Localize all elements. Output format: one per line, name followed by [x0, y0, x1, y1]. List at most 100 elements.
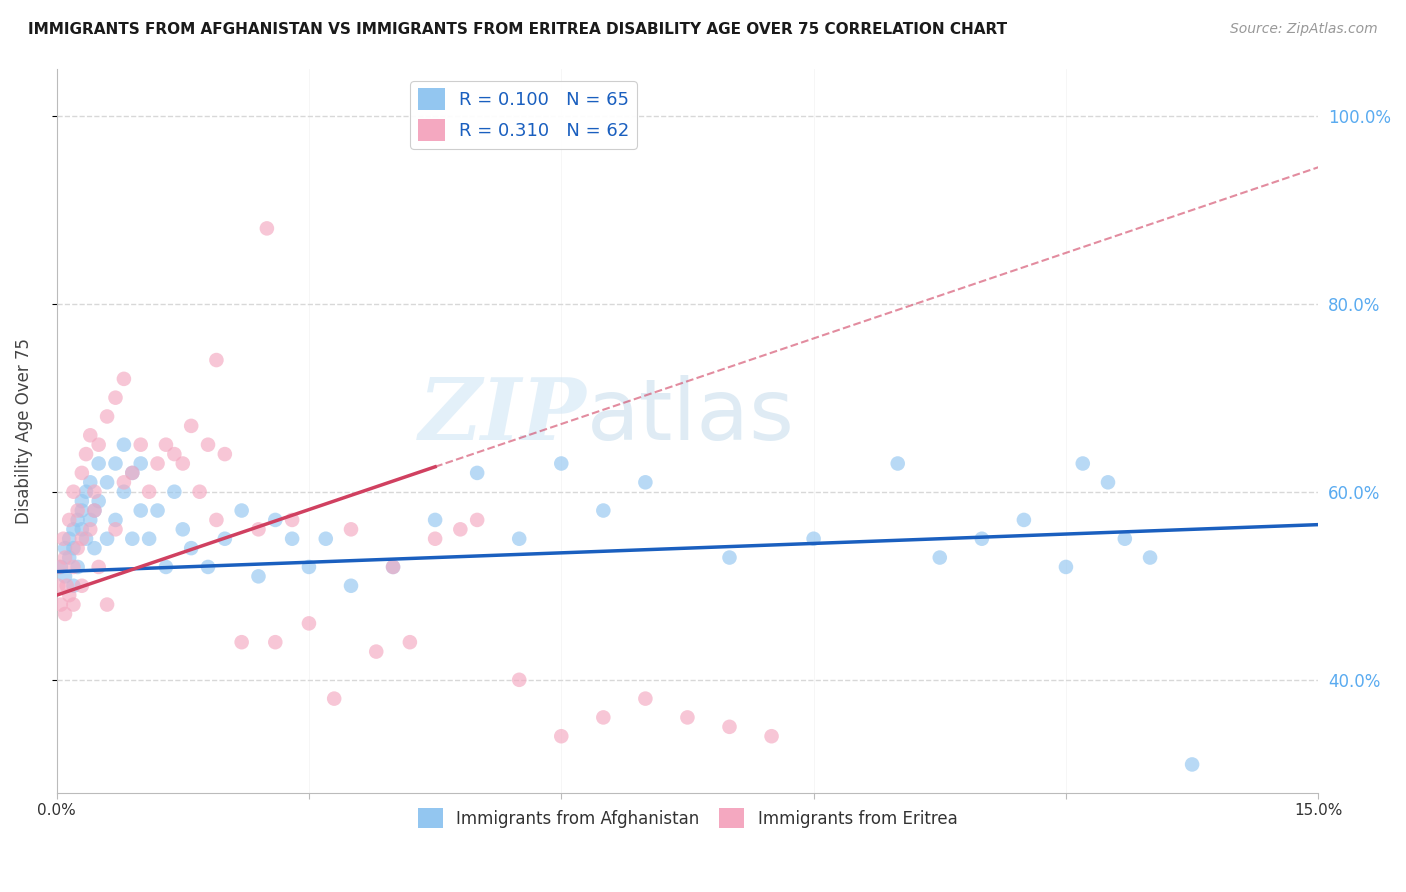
Point — [58, 588, 80, 602]
Point — [1054, 560, 1077, 574]
Point — [53, 607, 76, 621]
Point — [121, 532, 143, 546]
Point — [970, 532, 993, 546]
Point — [66, 513, 89, 527]
Point — [180, 418, 202, 433]
Point — [465, 513, 488, 527]
Point — [315, 532, 337, 546]
Point — [104, 457, 127, 471]
Point — [465, 466, 488, 480]
Point — [129, 503, 152, 517]
Point — [104, 522, 127, 536]
Point — [423, 513, 446, 527]
Point — [58, 513, 80, 527]
Point — [112, 484, 135, 499]
Point — [79, 522, 101, 536]
Point — [48, 560, 70, 574]
Point — [1097, 475, 1119, 490]
Point — [121, 466, 143, 480]
Point — [66, 503, 89, 517]
Point — [155, 438, 177, 452]
Point — [96, 598, 118, 612]
Point — [112, 372, 135, 386]
Text: ZIP: ZIP — [419, 375, 586, 458]
Point — [214, 532, 236, 546]
Point — [366, 644, 388, 658]
Point — [146, 503, 169, 517]
Point — [75, 484, 97, 499]
Point — [382, 560, 405, 574]
Point — [146, 457, 169, 471]
Point — [87, 438, 110, 452]
Point — [87, 457, 110, 471]
Point — [508, 673, 530, 687]
Point — [87, 560, 110, 574]
Point — [129, 438, 152, 452]
Point — [49, 598, 72, 612]
Point — [83, 541, 105, 556]
Point — [180, 541, 202, 556]
Point — [62, 484, 84, 499]
Point — [79, 513, 101, 527]
Point — [75, 532, 97, 546]
Point — [172, 457, 194, 471]
Point — [264, 513, 287, 527]
Point — [155, 560, 177, 574]
Point — [281, 532, 304, 546]
Point — [247, 522, 270, 536]
Point — [592, 503, 614, 517]
Point — [1181, 757, 1204, 772]
Point — [340, 522, 363, 536]
Point — [70, 532, 93, 546]
Point — [70, 466, 93, 480]
Point — [761, 729, 783, 743]
Point — [66, 541, 89, 556]
Point — [634, 691, 657, 706]
Point — [62, 579, 84, 593]
Point — [53, 569, 76, 583]
Point — [62, 598, 84, 612]
Point — [197, 438, 219, 452]
Point — [83, 503, 105, 517]
Point — [550, 457, 572, 471]
Y-axis label: Disability Age Over 75: Disability Age Over 75 — [15, 337, 32, 524]
Point — [70, 579, 93, 593]
Point — [205, 353, 228, 368]
Point — [188, 484, 211, 499]
Point — [231, 635, 253, 649]
Point — [46, 579, 69, 593]
Point — [55, 579, 77, 593]
Point — [58, 532, 80, 546]
Point — [70, 494, 93, 508]
Point — [298, 560, 321, 574]
Point — [281, 513, 304, 527]
Point — [550, 729, 572, 743]
Point — [52, 532, 75, 546]
Point — [634, 475, 657, 490]
Point — [112, 438, 135, 452]
Point — [138, 484, 160, 499]
Point — [79, 428, 101, 442]
Point — [138, 532, 160, 546]
Point — [382, 560, 405, 574]
Point — [96, 532, 118, 546]
Point — [172, 522, 194, 536]
Point — [298, 616, 321, 631]
Point — [79, 475, 101, 490]
Point — [205, 513, 228, 527]
Point — [247, 569, 270, 583]
Legend: Immigrants from Afghanistan, Immigrants from Eritrea: Immigrants from Afghanistan, Immigrants … — [411, 801, 965, 835]
Point — [264, 635, 287, 649]
Text: Source: ZipAtlas.com: Source: ZipAtlas.com — [1230, 22, 1378, 37]
Point — [62, 522, 84, 536]
Point — [121, 466, 143, 480]
Point — [87, 494, 110, 508]
Point — [58, 550, 80, 565]
Point — [1012, 513, 1035, 527]
Point — [231, 503, 253, 517]
Point — [112, 475, 135, 490]
Point — [163, 484, 186, 499]
Point — [104, 513, 127, 527]
Point — [62, 560, 84, 574]
Point — [53, 541, 76, 556]
